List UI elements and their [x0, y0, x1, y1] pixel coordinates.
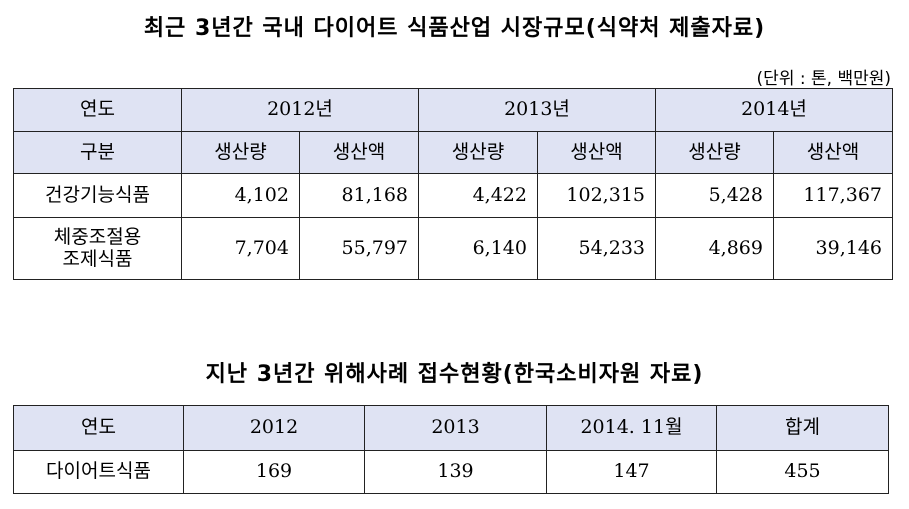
- cell-value: 5,428: [655, 173, 774, 218]
- sub-header: 생산량: [655, 131, 774, 174]
- row-label: 다이어트식품: [13, 450, 184, 494]
- table-row: 다이어트식품 169 139 147 455: [13, 450, 889, 494]
- sub-header: 생산액: [537, 131, 656, 174]
- cell-value: 54,233: [537, 217, 656, 280]
- cell-value: 102,315: [537, 173, 656, 218]
- header-category-label: 구분: [13, 131, 182, 174]
- header-column: 2012: [183, 405, 365, 451]
- header-year-2014: 2014년: [655, 88, 893, 132]
- cell-value: 4,102: [181, 173, 300, 218]
- table-row: 건강기능식품 4,102 81,168 4,422 102,315 5,428 …: [13, 173, 893, 218]
- header-column: 2013: [364, 405, 547, 451]
- sub-header: 생산액: [773, 131, 893, 174]
- cell-value: 139: [364, 450, 547, 494]
- row-label-line: 체중조절용: [53, 225, 142, 248]
- cell-value: 147: [546, 450, 717, 494]
- row-label: 체중조절용 조제식품: [13, 217, 182, 280]
- cell-value: 55,797: [299, 217, 419, 280]
- cell-value: 4,869: [655, 217, 774, 280]
- row-label: 건강기능식품: [13, 173, 182, 218]
- harm-cases-table: 연도 2012 2013 2014. 11월 합계 다이어트식품 169 139…: [13, 405, 889, 494]
- cell-value: 81,168: [299, 173, 419, 218]
- cell-value: 455: [716, 450, 889, 494]
- market-size-table: 연도 2012년 2013년 2014년 구분 생산량 생산액 생산량 생산액 …: [13, 88, 893, 280]
- cell-value: 6,140: [418, 217, 538, 280]
- header-year-2013: 2013년: [418, 88, 656, 132]
- cell-value: 169: [183, 450, 365, 494]
- row-label-line: 조제식품: [62, 247, 133, 270]
- cell-value: 7,704: [181, 217, 300, 280]
- sub-header: 생산액: [299, 131, 419, 174]
- header-column: 2014. 11월: [546, 405, 717, 451]
- unit-note: (단위 : 톤, 백만원): [756, 69, 891, 89]
- header-year-label: 연도: [13, 405, 184, 451]
- table1-title: 최근 3년간 국내 다이어트 식품산업 시장규모(식약처 제출자료): [143, 16, 766, 41]
- cell-value: 39,146: [773, 217, 893, 280]
- table-row: 체중조절용 조제식품 7,704 55,797 6,140 54,233 4,8…: [13, 217, 893, 280]
- header-column-total: 합계: [716, 405, 889, 451]
- header-year-2012: 2012년: [181, 88, 419, 132]
- cell-value: 4,422: [418, 173, 538, 218]
- header-year-label: 연도: [13, 88, 182, 132]
- table2-title: 지난 3년간 위해사례 접수현황(한국소비자원 자료): [205, 362, 704, 387]
- cell-value: 117,367: [773, 173, 893, 218]
- sub-header: 생산량: [181, 131, 300, 174]
- sub-header: 생산량: [418, 131, 538, 174]
